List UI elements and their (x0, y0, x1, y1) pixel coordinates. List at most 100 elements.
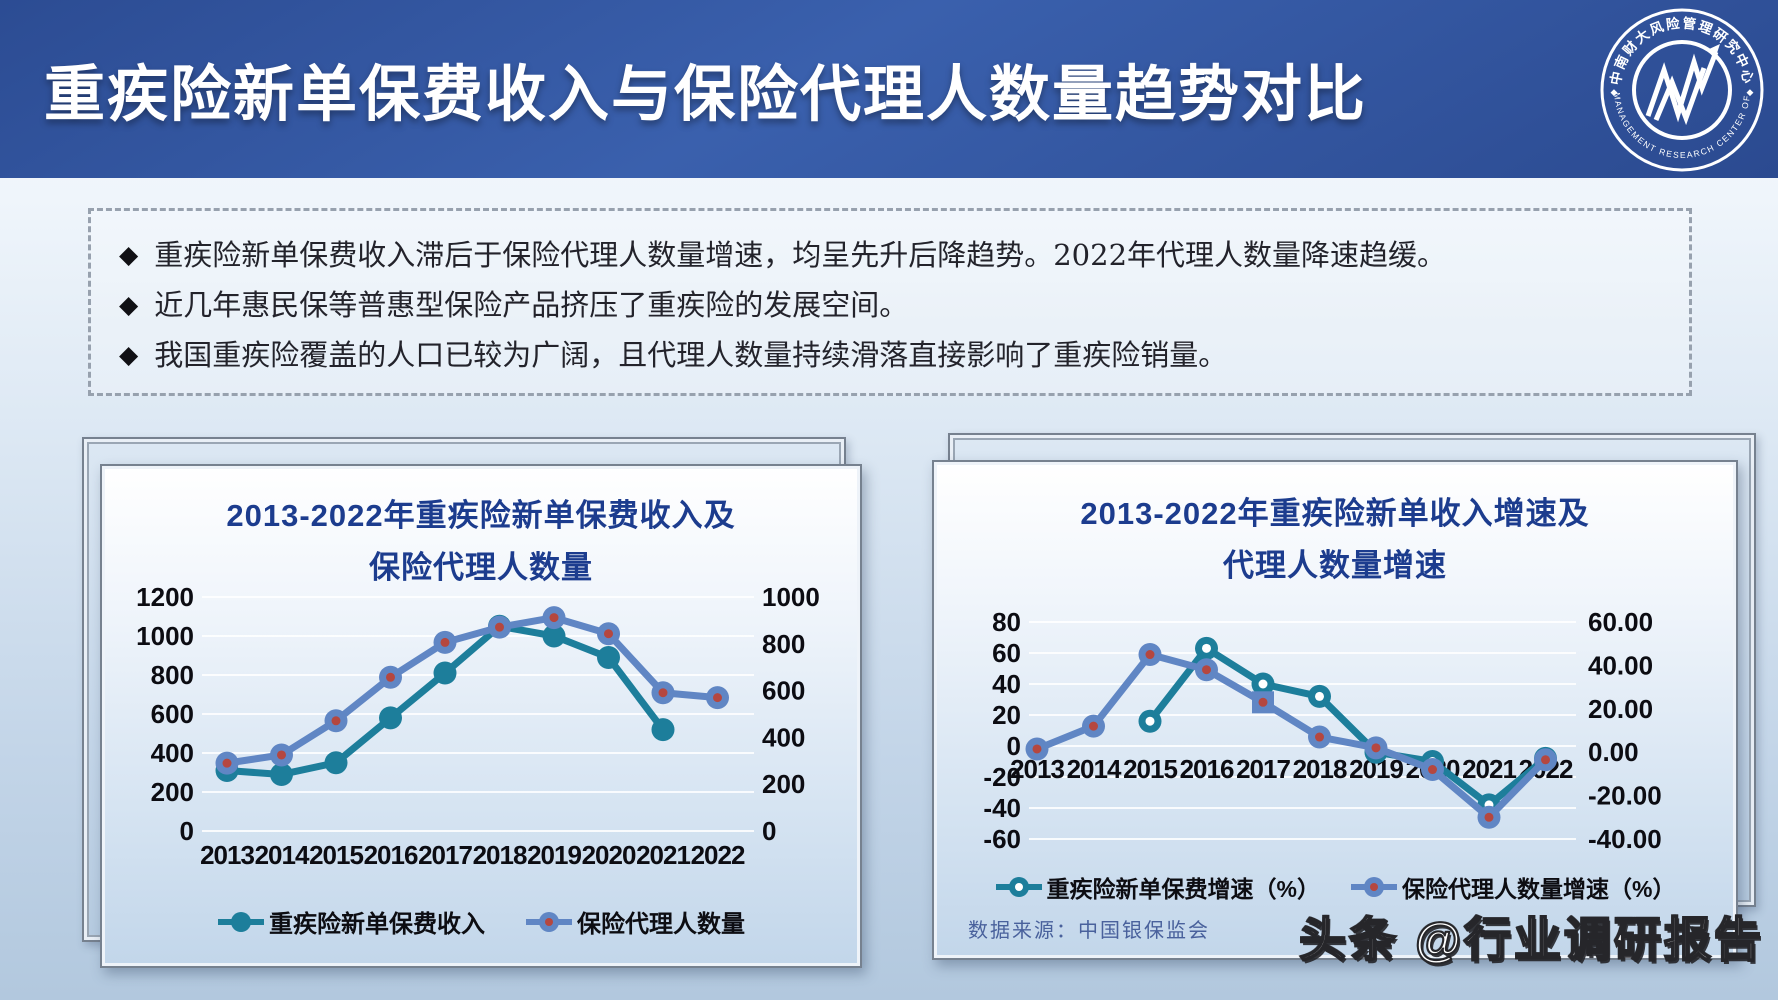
key-points-box: ◆ 重疾险新单保费收入滞后于保险代理人数量增速，均呈先升后降趋势。2022年代理… (88, 208, 1692, 396)
legend-item: 重疾险新单保费收入 (217, 904, 485, 939)
data-point-center (658, 688, 668, 698)
legend-item: 保险代理人数量 (525, 904, 745, 939)
left-chart-plot: 1200100080060040020001000800600400200020… (136, 582, 820, 870)
legend-marker-icon (1350, 875, 1398, 899)
data-point (597, 645, 620, 669)
x-axis-label: 2021 (636, 840, 690, 870)
x-axis-label: 2022 (691, 840, 745, 870)
data-point (542, 624, 566, 648)
left-axis-tick: 800 (151, 660, 194, 690)
left-axis-tick: 60 (992, 638, 1021, 668)
series-line (223, 614, 721, 767)
data-point (270, 762, 293, 786)
data-point-center (549, 613, 559, 623)
left-chart-title-line1: 2013-2022年重疾险新单保费收入及 (226, 498, 736, 533)
right-axis-tick: 40.00 (1588, 650, 1653, 680)
legend-label: 重疾险新单保费增速（%） (1046, 876, 1320, 902)
bullet-text: 近几年惠民保等普惠型保险产品挤压了重疾险的发展空间。 (154, 288, 909, 322)
left-axis-tick: 400 (151, 738, 194, 768)
x-axis-label: 2016 (1180, 754, 1234, 784)
left-chart-title-line2: 保险代理人数量 (369, 550, 593, 585)
right-axis-tick: 600 (762, 676, 805, 706)
research-center-logo: 中南财大风险管理研究中心 RISK MANAGEMENT RESEARCH CE… (1592, 2, 1764, 172)
bullet-item: ◆ 我国重疾险覆盖的人口已较为广阔，且代理人数量持续滑落直接影响了重疾险销量。 (119, 335, 1689, 375)
right-chart-legend: 重疾险新单保费增速（%） 保险代理人数量增速（%） (934, 870, 1736, 904)
left-axis-tick: 200 (151, 777, 194, 807)
left-axis-tick: 0 (180, 816, 194, 846)
logo-diamond-left: ◆ (1611, 87, 1618, 97)
legend-item: 保险代理人数量增速（%） (1350, 870, 1675, 904)
data-point-center (604, 629, 613, 639)
data-point-center (1315, 732, 1324, 742)
data-point-center (1145, 650, 1155, 660)
legend-marker-icon (217, 910, 265, 934)
header-banner: 重疾险新单保费收入与保险代理人数量趋势对比 中南财大风险管理研究中心 RISK … (0, 0, 1778, 178)
right-axis-tick: 800 (762, 629, 805, 659)
legend-marker-icon (525, 910, 573, 934)
series-line (1033, 651, 1549, 821)
legend-label: 重疾险新单保费收入 (269, 911, 485, 938)
left-axis-tick: 1000 (136, 621, 194, 651)
bullet-diamond-icon: ◆ (119, 290, 139, 319)
logo-zigzag-trend-icon (1645, 51, 1719, 126)
data-point-center (331, 716, 341, 726)
page-title: 重疾险新单保费收入与保险代理人数量趋势对比 (44, 60, 1368, 128)
logo-text-cn: 中南财大风险管理研究中心 (1607, 15, 1754, 87)
left-axis-tick: -60 (983, 824, 1021, 854)
data-point-center (1258, 679, 1268, 689)
legend-label: 保险代理人数量增速（%） (1402, 876, 1676, 902)
x-axis-label: 2019 (527, 840, 581, 870)
bullet-item: ◆ 重疾险新单保费收入滞后于保险代理人数量增速，均呈先升后降趋势。2022年代理… (119, 235, 1689, 275)
data-point-center (386, 672, 395, 682)
data-point-center (1089, 721, 1098, 731)
x-axis-label: 2021 (1462, 754, 1516, 784)
x-axis-label: 2015 (1123, 754, 1177, 784)
logo-arrowhead (1707, 44, 1720, 59)
left-chart-panel: 2013-2022年重疾险新单保费收入及 保险代理人数量 1200 1000 800… (100, 464, 862, 968)
data-point (379, 706, 402, 730)
left-chart-legend: 重疾险新单保费收入 保险代理人数量 (102, 904, 860, 939)
x-axis-label: 2014 (255, 840, 310, 870)
left-axis-tick: -40 (983, 793, 1021, 823)
left-axis-tick: 0 (1007, 731, 1021, 761)
data-point (651, 718, 675, 742)
bullet-item: ◆ 近几年惠民保等普惠型保险产品挤压了重疾险的发展空间。 (119, 285, 1689, 325)
left-axis-tick: 600 (151, 699, 194, 729)
left-axis-tick: 1200 (136, 582, 194, 612)
data-point-center (222, 758, 232, 768)
data-point-center (1032, 744, 1042, 754)
right-chart-panel: 2013-2022年重疾险新单收入增速及 代理人数量增速 80 60 40 20 0 -2… (932, 460, 1738, 960)
right-axis-tick: 1000 (762, 582, 820, 612)
x-axis-label: 2020 (582, 840, 636, 870)
data-point-center (1202, 643, 1211, 653)
left-axis-tick: 40 (992, 669, 1021, 699)
bullet-diamond-icon: ◆ (119, 240, 139, 269)
x-axis-label: 2014 (1067, 754, 1122, 784)
data-point-center (1484, 812, 1494, 822)
right-axis-tick: 20.00 (1588, 694, 1653, 724)
bullet-text: 重疾险新单保费收入滞后于保险代理人数量增速，均呈先升后降趋势。2022年代理人数… (154, 238, 1447, 272)
svg-text:中南财大风险管理研究中心: 中南财大风险管理研究中心 (1607, 15, 1756, 87)
left-axis-tick: -20 (983, 762, 1021, 792)
data-point-center (440, 637, 450, 647)
x-axis-label: 2013 (200, 840, 254, 870)
right-chart-title-line2: 代理人数量增速 (1223, 548, 1447, 583)
right-axis-tick: 0 (762, 816, 776, 846)
left-axis-tick: 20 (992, 700, 1021, 730)
right-chart-title-line1: 2013-2022年重疾险新单收入增速及 (1080, 496, 1590, 531)
legend-item: 重疾险新单保费增速（%） (995, 870, 1320, 904)
data-point-center (495, 622, 504, 632)
right-axis-tick: 200 (762, 769, 805, 799)
data-point-center (1541, 755, 1550, 765)
right-axis-tick: 400 (762, 722, 805, 752)
right-axis-tick: 0.00 (1588, 737, 1639, 767)
bullet-text: 我国重疾险覆盖的人口已较为广阔，且代理人数量持续滑落直接影响了重疾险销量。 (154, 338, 1228, 372)
x-axis-label: 2017 (1236, 754, 1290, 784)
legend-marker-icon (995, 875, 1043, 899)
data-source-note: 数据来源：中国银保监会 (968, 920, 1210, 942)
data-point-center (1371, 743, 1381, 753)
right-axis-tick: 60.00 (1588, 607, 1653, 637)
logo-diamond-right: ◆ (1747, 87, 1754, 97)
data-point-center (1202, 665, 1211, 675)
x-axis-label: 2017 (418, 840, 472, 870)
